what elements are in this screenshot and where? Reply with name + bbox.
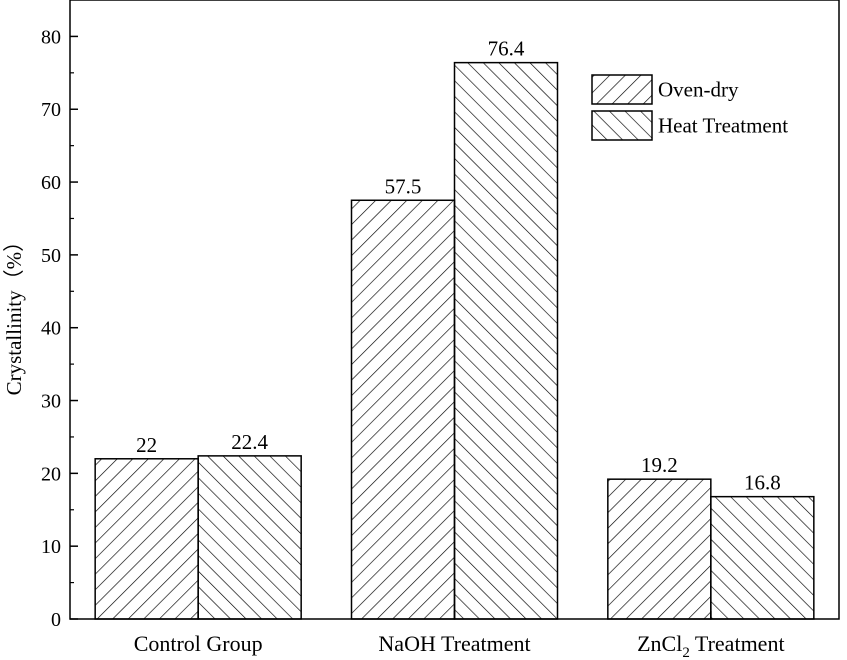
y-tick-label: 50 xyxy=(41,245,61,267)
x-tick-label-text: ZnCl xyxy=(637,631,682,656)
bar-value-label: 57.5 xyxy=(385,174,422,198)
x-tick-label-rest: Treatment xyxy=(690,631,785,656)
y-tick-label: 20 xyxy=(41,463,61,485)
bar-heat-treatment xyxy=(197,455,302,620)
bar-value-label: 76.4 xyxy=(488,37,525,61)
x-tick-label-text: NaOH Treatment xyxy=(378,631,530,656)
bar-heat-treatment xyxy=(710,495,815,620)
y-tick-label: 70 xyxy=(41,99,61,121)
y-axis-title: Crystallinity（%） xyxy=(2,231,26,396)
y-tick-label: 80 xyxy=(41,26,61,48)
axes-group: 0 10 20 30 40 50 60 70 80 Control Group NaOH Trea… xyxy=(41,0,840,660)
bar-value-label: 22 xyxy=(136,433,157,457)
bars-group xyxy=(94,61,815,620)
bar-oven-dry xyxy=(607,478,712,620)
bar-oven-dry xyxy=(350,199,456,620)
bar-value-label: 22.4 xyxy=(231,430,268,454)
y-axis-ticks: 0 10 20 30 40 50 60 70 80 xyxy=(41,26,78,631)
y-tick-label: 40 xyxy=(41,318,61,340)
bar-value-label: 16.8 xyxy=(744,471,781,495)
legend: Oven-dry Heat Treatment xyxy=(591,74,788,141)
legend-label: Oven-dry xyxy=(658,78,739,102)
y-tick-label: 60 xyxy=(41,172,61,194)
x-tick-label-text: Control Group xyxy=(134,631,263,656)
value-labels-group: 22 22.4 57.5 76.4 19.2 16.8 xyxy=(136,37,781,495)
x-tick-label: Control Group xyxy=(134,631,263,656)
y-tick-label: 0 xyxy=(51,609,61,631)
x-tick-label-subscript: 2 xyxy=(682,645,690,660)
bar-value-label: 19.2 xyxy=(641,453,678,477)
legend-swatch-oven-dry xyxy=(591,74,653,105)
bar-heat-treatment xyxy=(453,61,559,620)
x-axis-ticks: Control Group NaOH Treatment ZnCl2 Treatme… xyxy=(134,611,785,660)
x-tick-label: NaOH Treatment xyxy=(378,631,530,656)
y-tick-label: 10 xyxy=(41,536,61,558)
legend-swatch-heat-treatment xyxy=(591,110,653,141)
y-tick-label: 30 xyxy=(41,391,61,413)
legend-label: Heat Treatment xyxy=(658,114,788,138)
x-tick-label: ZnCl2 Treatment xyxy=(637,631,784,660)
bar-oven-dry xyxy=(94,458,199,620)
